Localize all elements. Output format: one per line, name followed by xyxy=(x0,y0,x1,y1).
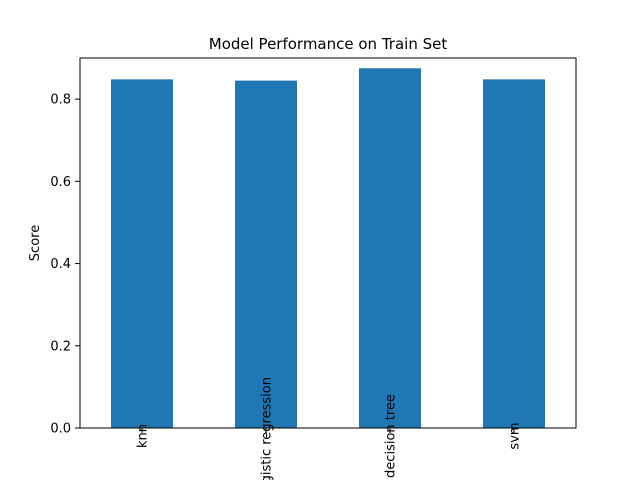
bar-logistic-regression xyxy=(235,80,297,429)
y-axis-label: Score xyxy=(28,225,43,261)
x-tick-label: logistic regression xyxy=(260,377,275,480)
bar-svm xyxy=(483,79,545,428)
y-tick-label: 0.0 xyxy=(50,422,71,437)
x-tick-label: decision tree xyxy=(384,394,399,478)
y-tick-label: 0.8 xyxy=(50,93,71,108)
plot-frame xyxy=(79,57,577,429)
bars-layer xyxy=(111,68,545,429)
y-axis-ticks: 0.0 0.2 0.4 0.6 0.8 xyxy=(50,93,80,437)
x-tick-label: knn xyxy=(136,424,151,448)
chart-title: Model Performance on Train Set xyxy=(209,35,448,53)
x-tick-label: svm xyxy=(508,422,523,449)
y-tick-label: 0.4 xyxy=(50,257,71,272)
y-tick-label: 0.6 xyxy=(50,175,71,190)
x-axis-ticks: knn logistic regression decision tree svm xyxy=(136,377,523,480)
bar-decision-tree xyxy=(359,68,421,428)
y-tick-label: 0.2 xyxy=(50,339,71,354)
bar-knn xyxy=(111,79,173,428)
